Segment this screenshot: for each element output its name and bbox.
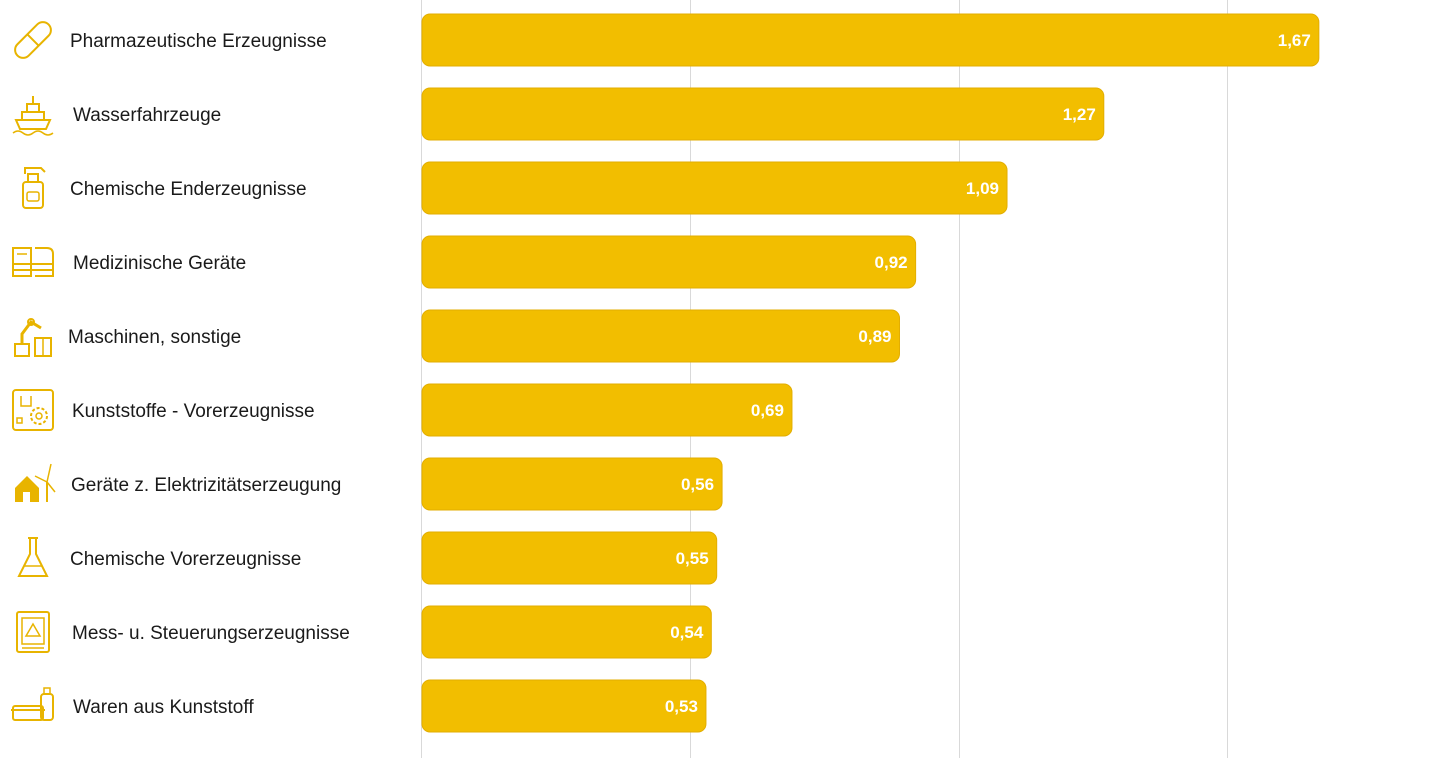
medical-scanner-icon (13, 248, 53, 276)
bar (422, 14, 1319, 66)
category-label: Kunststoffe - Vorerzeugnisse (72, 401, 315, 422)
value-label: 0,54 (670, 623, 704, 642)
plastic-container-icon (11, 688, 53, 720)
bar (422, 606, 711, 658)
bar-row: Chemische Vorerzeugnisse 0,55 (19, 532, 717, 584)
robot-arm-icon (15, 319, 51, 356)
bar (422, 88, 1104, 140)
bar-row: Geräte z. Elektrizitätserzeugung 0,56 (15, 458, 722, 510)
bar-row: Wasserfahrzeuge 1,27 (13, 88, 1104, 140)
value-label: 0,92 (875, 253, 908, 272)
value-label: 1,09 (966, 179, 999, 198)
bar-row: Waren aus Kunststoff 0,53 (11, 680, 706, 732)
spray-bottle-icon (23, 168, 45, 208)
value-label: 1,27 (1063, 105, 1096, 124)
flask-icon (19, 538, 47, 576)
value-label: 1,67 (1278, 31, 1311, 50)
category-label: Geräte z. Elektrizitätserzeugung (71, 475, 341, 496)
value-label: 0,53 (665, 697, 698, 716)
category-label: Chemische Enderzeugnisse (70, 179, 307, 200)
ship-icon (13, 96, 53, 135)
pill-icon (12, 19, 54, 61)
bar-row: Kunststoffe - Vorerzeugnisse 0,69 (13, 384, 792, 436)
bar-row: Chemische Enderzeugnisse 1,09 (23, 162, 1007, 214)
wind-house-icon (15, 464, 55, 502)
bar (422, 384, 792, 436)
control-panel-icon (17, 612, 49, 652)
category-label: Mess- u. Steuerungserzeugnisse (72, 623, 350, 644)
category-label: Pharmazeutische Erzeugnisse (70, 31, 327, 52)
value-label: 0,69 (751, 401, 784, 420)
bar (422, 236, 916, 288)
bar (422, 458, 722, 510)
value-label: 0,56 (681, 475, 714, 494)
bar-row: Mess- u. Steuerungserzeugnisse 0,54 (17, 606, 711, 658)
category-label: Chemische Vorerzeugnisse (70, 549, 301, 570)
category-label: Maschinen, sonstige (68, 327, 241, 348)
bar (422, 162, 1007, 214)
bar-row: Pharmazeutische Erzeugnisse 1,67 (12, 14, 1319, 66)
category-label: Wasserfahrzeuge (73, 105, 221, 126)
bar-row: Maschinen, sonstige 0,89 (15, 310, 899, 362)
value-label: 0,55 (676, 549, 709, 568)
bar (422, 310, 899, 362)
category-label: Waren aus Kunststoff (73, 697, 254, 718)
value-label: 0,89 (858, 327, 891, 346)
bar (422, 680, 706, 732)
bar-row: Medizinische Geräte 0,92 (13, 236, 916, 288)
bar (422, 532, 717, 584)
category-label: Medizinische Geräte (73, 253, 246, 274)
plastic-gear-icon (13, 390, 53, 430)
